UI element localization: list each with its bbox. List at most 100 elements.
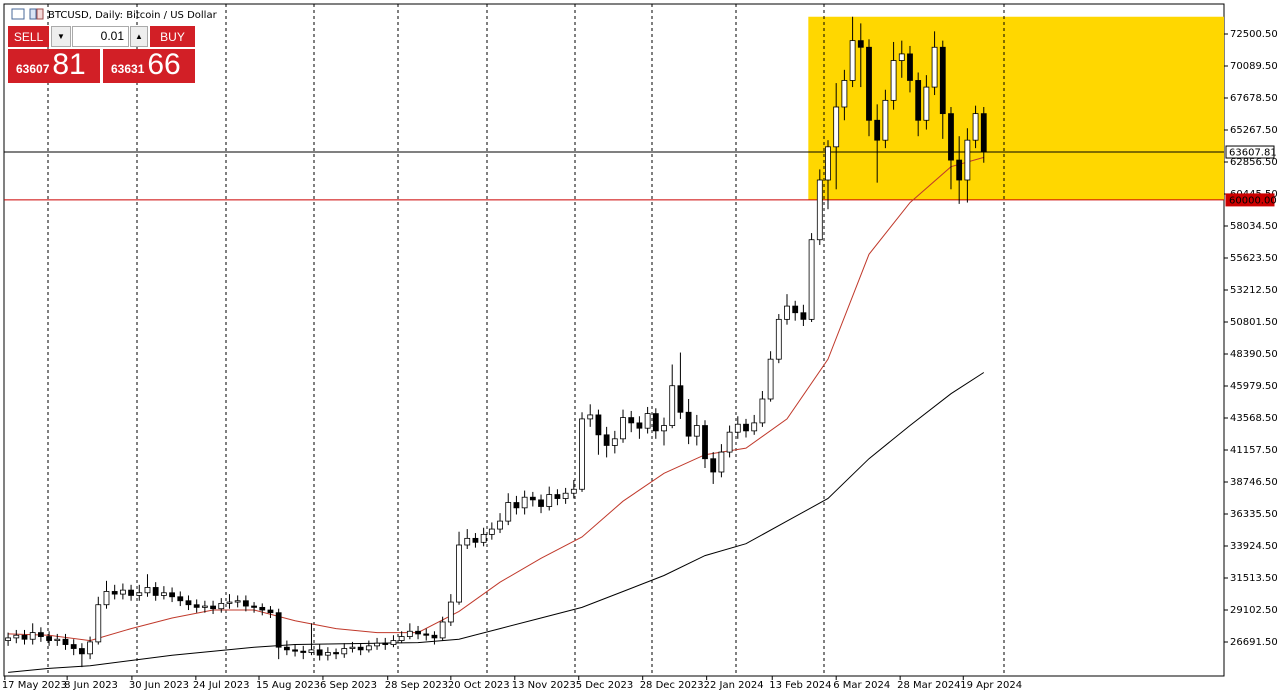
candle-body bbox=[316, 649, 323, 656]
y-tick-label: 29102.50 bbox=[1230, 605, 1278, 616]
candle-body bbox=[521, 496, 528, 509]
y-tick-label: 62856.50 bbox=[1230, 157, 1278, 168]
x-tick-label: 22 Jan 2024 bbox=[704, 680, 764, 691]
candle-body bbox=[915, 80, 922, 121]
x-tick-label: 13 Feb 2024 bbox=[769, 680, 831, 691]
menu-icon[interactable] bbox=[11, 8, 25, 20]
y-tick-label: 65267.50 bbox=[1230, 125, 1278, 136]
x-tick-label: 17 May 2023 bbox=[2, 680, 67, 691]
y-tick-label: 48390.50 bbox=[1230, 349, 1278, 360]
y-tick-label: 67678.50 bbox=[1230, 93, 1278, 104]
y-tick-label: 53212.50 bbox=[1230, 285, 1278, 296]
candle-body bbox=[718, 451, 725, 473]
y-tick-label: 26691.50 bbox=[1230, 637, 1278, 648]
candle-body bbox=[218, 602, 225, 610]
y-tick-label: 36335.50 bbox=[1230, 509, 1278, 520]
candle-body bbox=[620, 417, 626, 440]
candle-body bbox=[46, 636, 52, 641]
candle-body bbox=[365, 645, 372, 651]
candle-body bbox=[431, 634, 438, 639]
volume-up[interactable]: ▲ bbox=[130, 26, 148, 47]
candle-body bbox=[398, 636, 405, 641]
candle-body bbox=[210, 605, 216, 610]
y-tick-label: 38746.50 bbox=[1230, 477, 1278, 488]
candle-body bbox=[488, 528, 495, 535]
candle-body bbox=[579, 418, 585, 490]
y-tick-label: 50801.50 bbox=[1230, 317, 1278, 328]
candle-body bbox=[726, 431, 733, 453]
candle-body bbox=[948, 113, 954, 161]
candle-body bbox=[513, 502, 520, 509]
moving-average-line bbox=[8, 156, 984, 642]
candle-body bbox=[242, 600, 249, 607]
candle-body bbox=[702, 425, 708, 460]
window-icon[interactable] bbox=[36, 8, 44, 20]
candle-body bbox=[972, 113, 979, 141]
candle-body bbox=[95, 604, 102, 643]
candle-body bbox=[29, 632, 36, 640]
volume-input[interactable]: 0.01 bbox=[72, 26, 129, 47]
candle-body bbox=[144, 587, 151, 594]
candle-body bbox=[980, 113, 987, 153]
candle-body bbox=[267, 609, 274, 614]
candle-body bbox=[480, 533, 487, 543]
y-tick-label: 72500.50 bbox=[1230, 29, 1278, 40]
candle-body bbox=[767, 358, 774, 400]
y-tick-label: 45979.50 bbox=[1230, 381, 1278, 392]
candle-body bbox=[661, 425, 667, 432]
candle-body bbox=[652, 413, 659, 432]
price-label-box bbox=[1225, 145, 1275, 159]
candle-body bbox=[562, 492, 569, 499]
candle-body bbox=[300, 650, 307, 653]
ask-quote[interactable]: 63631 66 bbox=[103, 49, 195, 83]
candle-body bbox=[816, 179, 823, 241]
candle-body bbox=[390, 640, 397, 645]
candle-body bbox=[874, 119, 881, 141]
candle-body bbox=[677, 385, 684, 413]
candle-body bbox=[644, 413, 651, 429]
bid-quote[interactable]: 63607 81 bbox=[8, 49, 100, 83]
candle-body bbox=[587, 414, 594, 420]
x-tick-label: 6 Sep 2023 bbox=[320, 680, 377, 691]
x-tick-label: 6 Mar 2024 bbox=[833, 680, 890, 691]
x-tick-label: 28 Dec 2023 bbox=[640, 680, 704, 691]
candle-body bbox=[136, 592, 143, 596]
candle-body bbox=[595, 414, 602, 436]
candle-body bbox=[472, 537, 479, 543]
x-tick-label: 30 Jun 2023 bbox=[129, 680, 189, 691]
bid-pips: 81 bbox=[52, 48, 86, 81]
period-separators bbox=[47, 4, 1005, 676]
y-tick-label: 33924.50 bbox=[1230, 541, 1278, 552]
y-tick-label: 70089.50 bbox=[1230, 61, 1278, 72]
candle-body bbox=[775, 318, 782, 360]
sell-button[interactable]: SELL bbox=[8, 26, 49, 47]
candle-body bbox=[152, 587, 159, 596]
candle-body bbox=[275, 612, 282, 648]
candle-body bbox=[964, 139, 971, 181]
buy-button[interactable]: BUY bbox=[150, 26, 195, 47]
candle-body bbox=[931, 46, 938, 88]
candle-body bbox=[685, 411, 692, 437]
candle-body bbox=[70, 644, 77, 649]
window-icon[interactable] bbox=[29, 8, 37, 20]
y-tick-label: 43568.50 bbox=[1230, 413, 1278, 424]
y-tick-label: 31513.50 bbox=[1230, 573, 1278, 584]
candle-body bbox=[185, 600, 192, 606]
x-tick-label: 8 Jun 2023 bbox=[64, 680, 118, 691]
candle-body bbox=[406, 630, 413, 637]
candle-body bbox=[546, 494, 553, 507]
candle-body bbox=[193, 604, 200, 608]
volume-down[interactable]: ▼ bbox=[51, 26, 71, 47]
candle-body bbox=[464, 537, 471, 546]
candle-body bbox=[792, 305, 799, 314]
candle-body bbox=[37, 632, 44, 637]
candle-body bbox=[234, 600, 241, 603]
candle-body bbox=[538, 499, 544, 507]
candle-body bbox=[743, 423, 749, 432]
candle-body bbox=[841, 80, 848, 108]
plot-layer bbox=[4, 16, 1224, 673]
candle-body bbox=[669, 385, 676, 426]
candle-body bbox=[177, 596, 184, 602]
candle-body bbox=[825, 146, 831, 181]
candle-body bbox=[898, 53, 905, 61]
